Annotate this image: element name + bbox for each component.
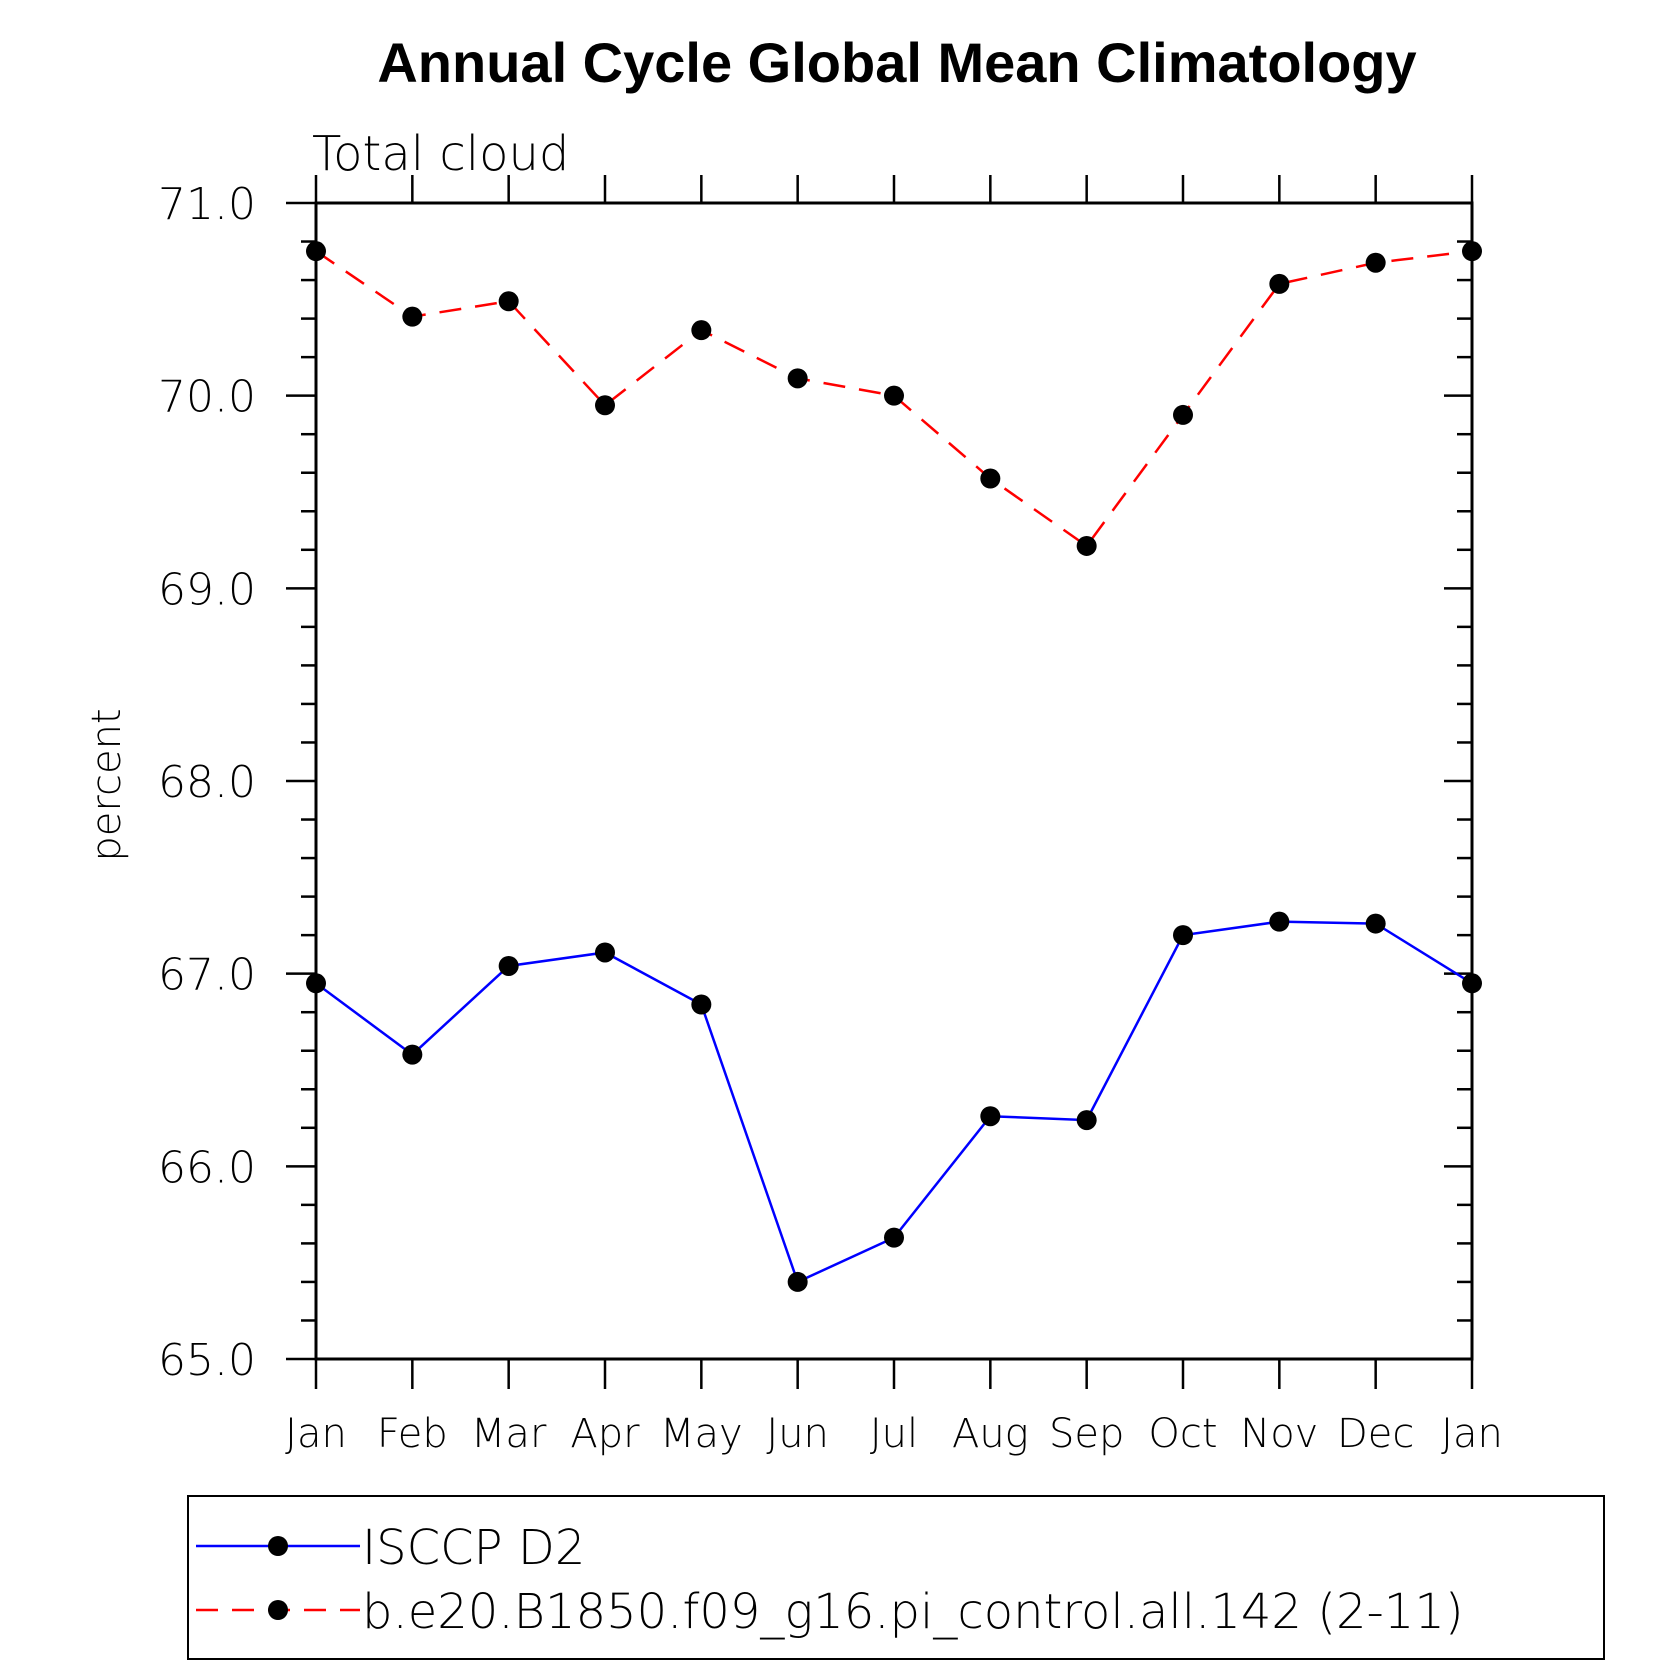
- y-tick-label: 71.0: [158, 179, 256, 230]
- x-tick-label: Dec: [1337, 1411, 1414, 1457]
- legend-marker: [268, 1536, 288, 1556]
- y-tick-label: 69.0: [158, 564, 256, 615]
- y-tick-label: 65.0: [158, 1335, 256, 1386]
- axes: 65.0 66.0 67.0 68.0 69.0 70.0 71.0 Jan Feb Mar Apr…: [158, 175, 1503, 1457]
- legend-label: b.e20.B1850.f09_g16.pi_control.all.142 (…: [362, 1584, 1464, 1640]
- legend-marker: [268, 1600, 288, 1620]
- data-point: [1365, 252, 1386, 273]
- data-point: [787, 368, 808, 389]
- series-0: [306, 911, 1482, 1292]
- x-tick-label: Apr: [570, 1411, 640, 1457]
- data-point: [498, 291, 519, 312]
- data-point: [980, 468, 1001, 489]
- data-point: [1462, 241, 1482, 262]
- x-tick-label: Jan: [285, 1411, 347, 1457]
- legend-label: ISCCP D2: [362, 1520, 585, 1576]
- y-axis-label: percent: [84, 708, 130, 861]
- x-tick-label: Jun: [766, 1411, 829, 1457]
- chart-subtitle: Total cloud: [312, 126, 569, 182]
- x-tick-label: Feb: [377, 1411, 448, 1457]
- data-point: [595, 942, 615, 963]
- data-point: [980, 1106, 1001, 1127]
- series-layer: [306, 241, 1482, 1292]
- y-tick-label: 67.0: [158, 950, 256, 1001]
- legend: ISCCP D2 b.e20.B1850.f09_g16.pi_control.a…: [187, 1495, 1605, 1660]
- legend-box: [187, 1495, 1605, 1660]
- x-tick-label: Aug: [952, 1411, 1029, 1457]
- data-point: [1269, 273, 1290, 294]
- data-point: [595, 395, 615, 416]
- y-tick-label: 70.0: [158, 372, 256, 423]
- x-tick-label: Oct: [1148, 1411, 1217, 1457]
- x-tick-label: Jan: [1441, 1411, 1503, 1457]
- data-point: [787, 1271, 808, 1292]
- data-point: [691, 320, 712, 341]
- data-point: [1173, 925, 1193, 946]
- data-point: [1076, 1110, 1097, 1131]
- x-tick-label: Nov: [1240, 1411, 1318, 1457]
- data-point: [1269, 911, 1290, 932]
- data-point: [884, 385, 904, 406]
- x-tick-label: Sep: [1049, 1411, 1124, 1457]
- data-point: [691, 994, 712, 1015]
- y-tick-label: 66.0: [158, 1142, 256, 1193]
- data-point: [1076, 535, 1097, 556]
- data-point: [402, 1044, 423, 1065]
- data-point: [884, 1227, 904, 1248]
- series-1: [306, 241, 1482, 556]
- data-point: [1462, 973, 1482, 994]
- data-point: [498, 955, 519, 976]
- data-point: [1173, 404, 1193, 425]
- chart-title: Annual Cycle Global Mean Climatology: [377, 31, 1416, 94]
- data-point: [306, 241, 326, 262]
- data-point: [306, 973, 326, 994]
- x-tick-label: Jul: [870, 1411, 918, 1457]
- y-tick-label: 68.0: [158, 757, 256, 808]
- x-tick-label: May: [660, 1411, 743, 1457]
- x-tick-label: Mar: [471, 1411, 547, 1457]
- data-point: [1365, 913, 1386, 934]
- plot-frame: [314, 201, 1474, 1361]
- data-point: [402, 306, 423, 327]
